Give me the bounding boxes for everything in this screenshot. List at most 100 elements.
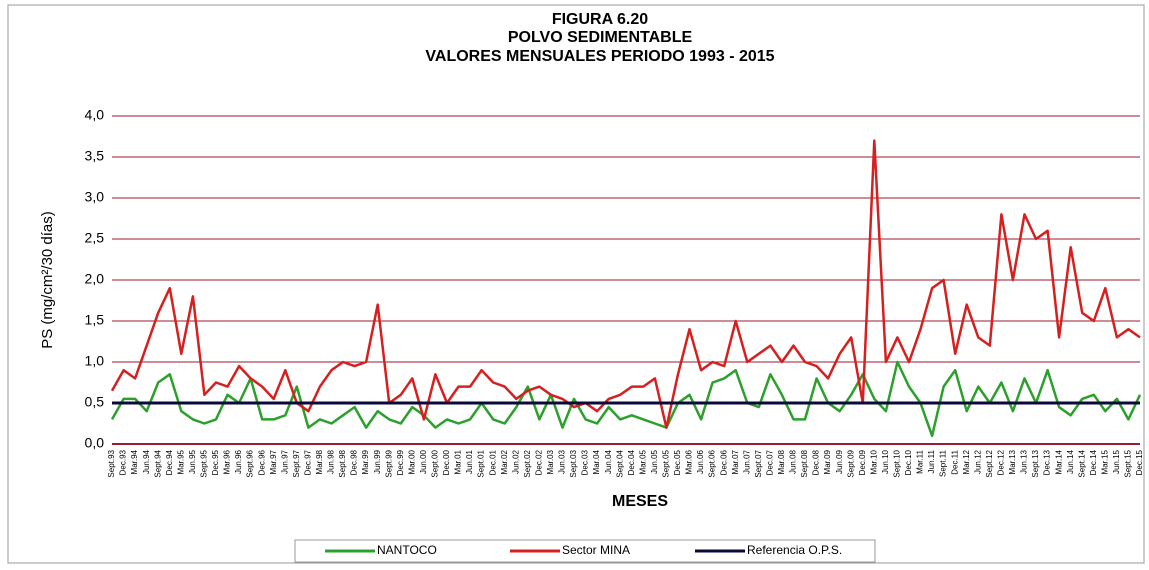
x-tick-label: Jun.11 — [927, 449, 936, 473]
x-tick-label: Dec.00 — [442, 449, 451, 475]
x-tick-label: Jun.08 — [789, 449, 798, 474]
x-tick-label: Jun.14 — [1066, 449, 1075, 474]
x-tick-label: Jun.02 — [511, 449, 520, 474]
x-tick-label: Mar.10 — [869, 449, 878, 474]
frame — [7, 4, 1145, 564]
chart-title: POLVO SEDIMENTABLE — [508, 29, 693, 46]
y-tick-label: 3,0 — [85, 189, 105, 205]
x-tick-label: Mar.06 — [685, 449, 694, 474]
x-tick-label: Mar.12 — [962, 449, 971, 474]
x-tick-label: Sept.09 — [846, 449, 855, 477]
x-tick-label: Mar.09 — [823, 449, 832, 474]
x-tick-label: Jun.04 — [604, 449, 613, 474]
x-tick-label: Jun.94 — [142, 449, 151, 474]
x-tick-label: Jun.99 — [373, 449, 382, 474]
chart-title: FIGURA 6.20 — [552, 11, 648, 28]
x-tick-label: Sept.94 — [153, 449, 162, 477]
legend-label: Sector MINA — [562, 543, 630, 557]
x-tick-label: Sept.00 — [431, 449, 440, 477]
x-tick-label: Jun.13 — [1020, 449, 1029, 474]
legend-label: Referencia O.P.S. — [747, 543, 842, 557]
x-tick-label: Dec.12 — [997, 449, 1006, 475]
x-tick-label: Mar.95 — [176, 449, 185, 474]
x-tick-label: Jun.01 — [465, 449, 474, 474]
x-tick-label: Sept.04 — [615, 449, 624, 477]
x-tick-label: Sept.13 — [1031, 449, 1040, 477]
x-tick-label: Jun.10 — [881, 449, 890, 474]
x-tick-label: Mar.08 — [777, 449, 786, 474]
x-tick-label: Dec.11 — [950, 449, 959, 474]
x-tick-label: Mar.97 — [269, 449, 278, 474]
x-tick-label: Sept.05 — [662, 449, 671, 477]
x-tick-label: Mar.02 — [500, 449, 509, 474]
x-tick-label: Sept.06 — [708, 449, 717, 477]
x-tick-label: Sept.14 — [1077, 449, 1086, 477]
x-tick-label: Sept.96 — [246, 449, 255, 477]
x-tick-label: Dec.07 — [765, 449, 774, 475]
x-tick-label: Jun.00 — [419, 449, 428, 474]
y-tick-label: 2,5 — [85, 230, 105, 246]
y-axis-label: PS (mg/cm²/30 días) — [39, 211, 56, 349]
x-tick-label: Jun.05 — [650, 449, 659, 474]
x-tick-label: Sept.02 — [523, 449, 532, 477]
x-tick-label: Sept.95 — [200, 449, 209, 477]
x-tick-label: Sept.08 — [800, 449, 809, 477]
x-tick-label: Jun.09 — [835, 449, 844, 474]
x-tick-label: Dec.14 — [1089, 449, 1098, 475]
x-tick-label: Mar.13 — [1008, 449, 1017, 474]
y-tick-label: 0,0 — [85, 435, 105, 451]
x-tick-label: Mar.01 — [454, 449, 463, 474]
y-tick-label: 1,5 — [85, 312, 105, 328]
x-tick-label: Mar.00 — [407, 449, 416, 474]
x-tick-label: Sept.01 — [477, 449, 486, 477]
x-tick-label: Jun.07 — [742, 449, 751, 474]
x-tick-label: Mar.94 — [130, 449, 139, 474]
x-tick-label: Jun.98 — [327, 449, 336, 474]
x-tick-label: Mar.15 — [1100, 449, 1109, 474]
x-tick-label: Dec.13 — [1043, 449, 1052, 475]
x-tick-label: Mar.98 — [315, 449, 324, 474]
x-tick-label: Sept.97 — [292, 449, 301, 477]
y-tick-label: 1,0 — [85, 353, 105, 369]
x-tick-label: Mar.96 — [223, 449, 232, 474]
x-tick-label: Mar.03 — [546, 449, 555, 474]
x-tick-label: Dec.09 — [858, 449, 867, 475]
x-tick-label: Dec.10 — [904, 449, 913, 475]
x-tick-label: Dec.97 — [303, 449, 312, 475]
x-tick-label: Sept.10 — [893, 449, 902, 477]
x-tick-label: Dec.04 — [627, 449, 636, 475]
x-tick-label: Dec.08 — [812, 449, 821, 475]
x-tick-label: Mar.05 — [638, 449, 647, 474]
x-tick-label: Jun.15 — [1112, 449, 1121, 474]
x-tick-label: Dec.98 — [350, 449, 359, 475]
x-tick-label: Jun.03 — [558, 449, 567, 474]
x-tick-label: Sept.11 — [939, 449, 948, 477]
x-tick-label: Mar.04 — [592, 449, 601, 474]
chart-title: VALORES MENSUALES PERIODO 1993 - 2015 — [425, 48, 774, 65]
x-tick-label: Jun.95 — [188, 449, 197, 474]
x-tick-label: Mar.07 — [731, 449, 740, 474]
x-tick-label: Dec.05 — [673, 449, 682, 475]
x-tick-label: Dec.99 — [396, 449, 405, 475]
x-tick-label: Dec.06 — [719, 449, 728, 475]
x-tick-label: Sept.12 — [985, 449, 994, 477]
x-tick-label: Dec.95 — [211, 449, 220, 475]
x-tick-label: Sept.99 — [384, 449, 393, 477]
x-tick-label: Dec.03 — [581, 449, 590, 475]
x-tick-label: Dec.15 — [1135, 449, 1144, 475]
x-tick-label: Jun.97 — [280, 449, 289, 474]
x-tick-label: Sept.15 — [1124, 449, 1133, 477]
line-series — [110, 139, 1141, 429]
x-tick-label: Dec.94 — [165, 449, 174, 475]
x-tick-label: Sept.93 — [107, 449, 116, 477]
x-tick-label: Dec.02 — [534, 449, 543, 475]
x-tick-label: Jun.06 — [696, 449, 705, 474]
y-tick-label: 0,5 — [85, 394, 105, 410]
legend — [294, 539, 876, 563]
x-tick-label: Mar.14 — [1054, 449, 1063, 474]
x-tick-label: Dec.96 — [257, 449, 266, 475]
x-tick-label: Mar.99 — [361, 449, 370, 474]
x-tick-label: Sept.03 — [569, 449, 578, 477]
